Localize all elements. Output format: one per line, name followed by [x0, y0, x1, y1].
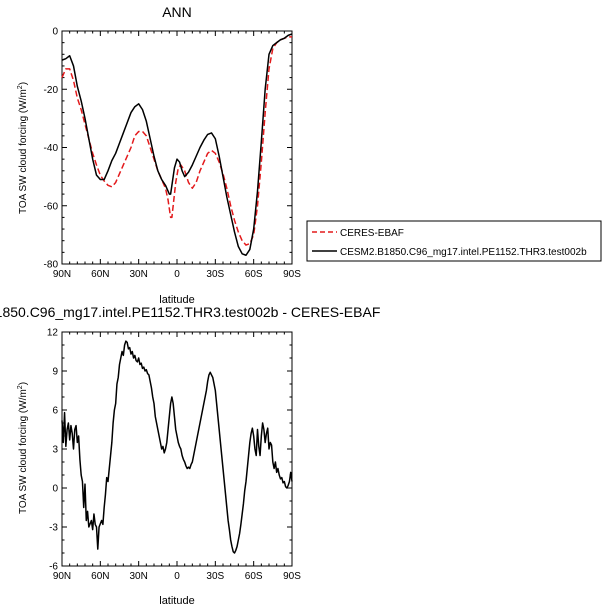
top-y-tick-label: -20 [44, 85, 59, 96]
top-y-axis-label-close: ) [18, 82, 29, 85]
bottom-y-tick-label: -3 [49, 523, 58, 534]
top-x-tick-label: 60N [91, 269, 109, 280]
top-series-line-2 [61, 33, 293, 257]
top-panel: ANN 90N 60N 30N 0 30S 60S 90S -80 -60 -40 -20 0 lat… [17, 4, 602, 306]
top-x-tick-label: 0 [174, 269, 180, 280]
top-y-tick-label: -60 [44, 201, 59, 212]
top-plot-frame [61, 30, 293, 265]
top-y-tick-label: -80 [44, 260, 59, 271]
top-plot-area: 90N 60N 30N 0 30S 60S 90S -80 -60 -40 -20 0 [44, 27, 302, 281]
bottom-x-tick-label: 0 [174, 571, 180, 582]
top-y-tick-label: 0 [52, 27, 58, 38]
bottom-y-tick-label: -6 [49, 562, 58, 573]
bottom-chart-title: 2.B1850.C96_mg17.intel.PE1152.THR3.test0… [0, 304, 380, 320]
top-y-axis-label-main: TOA SW cloud forcing (W/m [18, 89, 29, 214]
bottom-y-tick-label: 6 [52, 406, 58, 417]
bottom-y-axis-label-main: TOA SW cloud forcing (W/m [18, 389, 29, 514]
bottom-y-tick-label: 0 [52, 484, 58, 495]
top-x-tick-label: 60S [245, 269, 263, 280]
bottom-panel: 2.B1850.C96_mg17.intel.PE1152.THR3.test0… [0, 304, 380, 607]
legend-box [306, 220, 602, 262]
bottom-y-axis-label: TOA SW cloud forcing (W/m2) [17, 382, 29, 514]
top-y-tick-label: -40 [44, 143, 59, 154]
top-x-tick-label: 90N [53, 269, 71, 280]
legend: CERES-EBAF CESM2.B1850.C96_mg17.intel.PE… [306, 220, 602, 262]
top-x-tick-label: 30S [206, 269, 224, 280]
top-y-axis-label: TOA SW cloud forcing (W/m2) [17, 82, 29, 214]
bottom-y-tick-label: 3 [52, 445, 58, 456]
top-x-tick-label: 30N [129, 269, 147, 280]
top-chart-title: ANN [162, 4, 192, 20]
legend-label-ceres: CERES-EBAF [340, 228, 404, 239]
bottom-y-tick-label: 12 [47, 328, 59, 339]
bottom-y-axis-label-close: ) [18, 382, 29, 385]
legend-label-model: CESM2.B1850.C96_mg17.intel.PE1152.THR3.t… [340, 247, 587, 258]
top-x-tick-label: 90S [283, 269, 301, 280]
bottom-x-tick-label: 60N [91, 571, 109, 582]
bottom-series-line-1 [61, 340, 293, 554]
bottom-y-tick-label: 9 [52, 367, 58, 378]
bottom-x-axis-label: latitude [159, 595, 194, 607]
bottom-x-tick-label: 60S [245, 571, 263, 582]
top-x-axis-label: latitude [159, 294, 194, 306]
top-y-axis-label-sup: 2 [17, 85, 24, 89]
bottom-x-tick-label: 30N [129, 571, 147, 582]
bottom-y-axis-label-sup: 2 [17, 385, 24, 389]
bottom-x-tick-label: 90S [283, 571, 301, 582]
bottom-plot-area: 90N 60N 30N 0 30S 60S 90S -6 -3 0 3 6 9 12 [47, 328, 301, 583]
bottom-x-tick-label: 90N [53, 571, 71, 582]
bottom-x-tick-label: 30S [206, 571, 224, 582]
top-series-line-1 [61, 36, 292, 246]
